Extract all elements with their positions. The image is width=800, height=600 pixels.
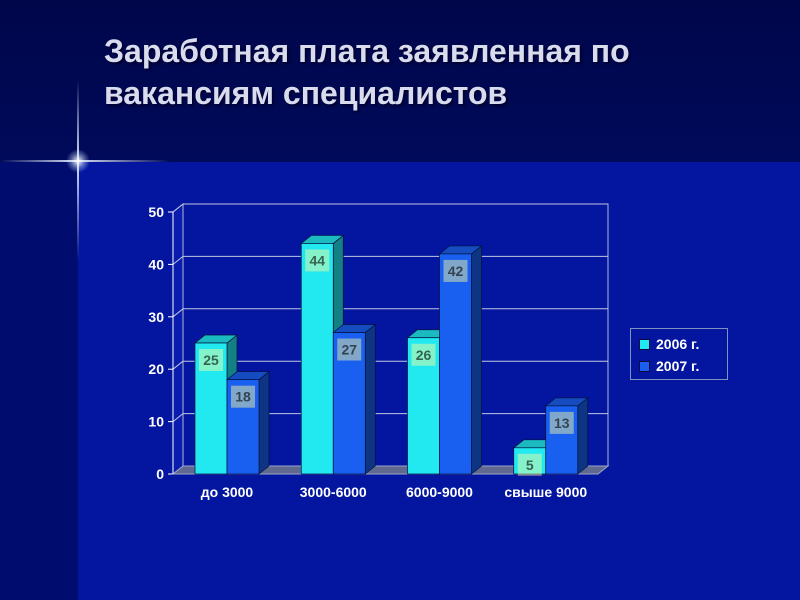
x-tick-label: 3000-6000 (300, 484, 367, 500)
x-tick-label: свыше 9000 (504, 484, 587, 500)
y-tick-label: 50 (148, 204, 164, 220)
data-label-background (443, 259, 468, 282)
data-label: 25 (203, 352, 219, 368)
legend-label-2007: 2007 г. (656, 358, 700, 374)
data-label: 18 (235, 389, 251, 405)
bar-front (226, 379, 260, 475)
chart-side-wall (172, 202, 184, 476)
bar-front (439, 253, 472, 475)
bar-side (364, 323, 376, 475)
bar-front (194, 342, 228, 475)
data-label-background (337, 338, 362, 361)
gridline-side (172, 308, 184, 318)
y-tick-label: 40 (148, 256, 164, 272)
bar-side (471, 245, 482, 475)
y-tick-label: 10 (148, 414, 164, 430)
data-label-background (231, 385, 255, 408)
legend-item-2007: 2007 г. (639, 355, 727, 377)
data-label: 42 (448, 263, 464, 279)
bar-1-1 (332, 323, 377, 475)
legend-swatch-2007 (639, 360, 650, 372)
slide-left-strip (0, 162, 78, 600)
slide-header-background (0, 0, 800, 162)
bar-side (577, 397, 589, 475)
data-label-background (305, 249, 330, 272)
legend-swatch-2006 (639, 338, 650, 350)
data-label: 13 (554, 415, 570, 431)
y-tick-label: 0 (156, 466, 164, 482)
y-tick-label: 30 (148, 309, 164, 325)
bar-1-2 (438, 245, 483, 475)
data-label-background (411, 343, 436, 366)
chart-legend: 2006 г. 2007 г. (630, 328, 728, 380)
legend-label-2006: 2006 г. (656, 336, 700, 352)
gridline-side (172, 360, 184, 370)
data-label-background (549, 411, 574, 434)
bar-side (258, 370, 270, 475)
data-label: 27 (341, 342, 357, 358)
sparkle-icon (66, 149, 90, 173)
bar-front (407, 337, 440, 475)
x-tick-label: 6000-9000 (406, 484, 473, 500)
data-label: 44 (309, 252, 325, 268)
legend-item-2006: 2006 г. (639, 333, 727, 355)
gridline-side (172, 203, 184, 213)
data-label-background (199, 349, 223, 371)
bar-1-3 (544, 397, 589, 475)
y-tick-label: 20 (148, 361, 164, 377)
slide-title: Заработная плата заявленная по вакансиям… (104, 33, 630, 111)
gridline-side (172, 413, 184, 422)
data-label-background (517, 453, 542, 476)
bar-1-0 (226, 370, 270, 475)
gridline-side (172, 256, 184, 265)
data-label: 5 (526, 457, 534, 473)
x-tick-label: до 3000 (201, 484, 254, 500)
data-label: 26 (416, 347, 432, 363)
bar-front (545, 405, 579, 475)
bar-front (332, 332, 366, 475)
bar-front (300, 243, 334, 475)
